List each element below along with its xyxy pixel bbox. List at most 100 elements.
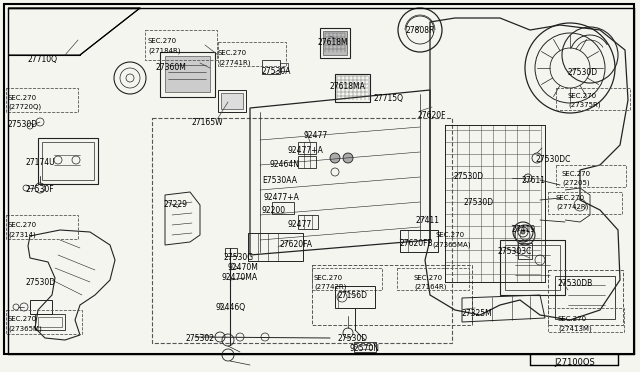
Text: 92470MA: 92470MA bbox=[222, 273, 258, 282]
Text: (27375R): (27375R) bbox=[568, 102, 600, 109]
Text: SEC.270: SEC.270 bbox=[558, 316, 587, 322]
Text: 92477+A: 92477+A bbox=[288, 146, 324, 155]
Text: 27530Α: 27530Α bbox=[262, 67, 291, 76]
Bar bbox=[354, 342, 376, 352]
Bar bbox=[272, 202, 294, 214]
Text: 27530DB: 27530DB bbox=[558, 279, 593, 288]
Bar bbox=[38, 138, 98, 184]
Text: 27530D: 27530D bbox=[453, 172, 483, 181]
Text: 27618M: 27618M bbox=[318, 38, 349, 47]
Text: 27710Q: 27710Q bbox=[28, 55, 58, 64]
Bar bbox=[38, 317, 62, 327]
Text: (27720Q): (27720Q) bbox=[8, 104, 41, 110]
Text: 27620FB: 27620FB bbox=[400, 239, 434, 248]
Text: SEC.270: SEC.270 bbox=[8, 95, 37, 101]
Circle shape bbox=[330, 153, 340, 163]
Text: (27413M): (27413M) bbox=[558, 325, 592, 331]
Bar bbox=[518, 243, 532, 259]
Bar bbox=[548, 270, 623, 325]
Text: 92446Q: 92446Q bbox=[215, 303, 245, 312]
Bar bbox=[335, 286, 375, 308]
Text: 27411: 27411 bbox=[416, 216, 440, 225]
Bar bbox=[298, 156, 316, 168]
Bar bbox=[400, 230, 438, 252]
Bar bbox=[555, 276, 615, 319]
Bar bbox=[548, 192, 622, 214]
Bar bbox=[312, 265, 472, 325]
Text: 27611: 27611 bbox=[522, 176, 546, 185]
Text: 27174U: 27174U bbox=[25, 158, 54, 167]
Text: 27156D: 27156D bbox=[338, 291, 368, 300]
Text: 27530D: 27530D bbox=[568, 68, 598, 77]
Text: 92470M: 92470M bbox=[227, 263, 258, 272]
Bar bbox=[335, 74, 370, 102]
Text: 27808R: 27808R bbox=[405, 26, 435, 35]
Text: (27742R): (27742R) bbox=[314, 284, 346, 291]
Bar bbox=[6, 88, 78, 112]
Bar bbox=[248, 233, 303, 261]
Bar bbox=[358, 345, 372, 349]
Text: 27530DC: 27530DC bbox=[535, 155, 570, 164]
Bar bbox=[320, 28, 350, 58]
Bar bbox=[548, 308, 624, 332]
Text: J27100QS: J27100QS bbox=[554, 358, 595, 367]
Text: 92477+A: 92477+A bbox=[263, 193, 299, 202]
Bar bbox=[6, 310, 82, 334]
Text: SEC.270: SEC.270 bbox=[148, 38, 177, 44]
Text: 27530D: 27530D bbox=[25, 278, 55, 287]
Bar bbox=[298, 215, 318, 229]
Bar bbox=[145, 30, 217, 60]
Bar bbox=[280, 63, 288, 71]
Circle shape bbox=[521, 230, 525, 234]
Text: 92200: 92200 bbox=[262, 206, 286, 215]
Bar bbox=[6, 215, 78, 239]
Text: (27365MA): (27365MA) bbox=[432, 241, 470, 247]
Bar bbox=[30, 300, 52, 314]
Text: (27365M): (27365M) bbox=[8, 325, 42, 331]
Circle shape bbox=[343, 153, 353, 163]
Bar bbox=[225, 248, 237, 256]
Text: 275302: 275302 bbox=[185, 334, 214, 343]
Bar bbox=[221, 93, 243, 109]
Text: 27419: 27419 bbox=[511, 225, 535, 234]
Text: SEC.270: SEC.270 bbox=[414, 275, 443, 281]
Text: (27205): (27205) bbox=[562, 180, 589, 186]
Bar bbox=[556, 88, 630, 110]
Text: SEC.270: SEC.270 bbox=[218, 50, 247, 56]
Text: (27184R): (27184R) bbox=[148, 47, 180, 54]
Bar bbox=[298, 142, 316, 154]
Text: 27360M: 27360M bbox=[155, 63, 186, 72]
Text: 27229: 27229 bbox=[163, 200, 187, 209]
Text: 27620F: 27620F bbox=[418, 111, 447, 120]
Bar bbox=[35, 314, 65, 330]
Text: SEC.270: SEC.270 bbox=[8, 316, 37, 322]
Text: (27164R): (27164R) bbox=[414, 284, 447, 291]
Text: E7530AA: E7530AA bbox=[262, 176, 297, 185]
Text: 92570N: 92570N bbox=[350, 344, 380, 353]
Text: 92477: 92477 bbox=[288, 220, 312, 229]
Text: (27314): (27314) bbox=[8, 231, 36, 237]
Bar bbox=[262, 60, 280, 74]
Text: SEC.270: SEC.270 bbox=[568, 93, 597, 99]
Text: 27618MA: 27618MA bbox=[330, 82, 366, 91]
Text: (27741R): (27741R) bbox=[218, 59, 250, 65]
Bar bbox=[505, 245, 560, 290]
Text: 27530D: 27530D bbox=[338, 334, 368, 343]
Bar bbox=[218, 42, 286, 66]
Text: 27620FA: 27620FA bbox=[280, 240, 313, 249]
Text: 275303C: 275303C bbox=[498, 247, 532, 256]
Text: SEC.270: SEC.270 bbox=[8, 222, 37, 228]
Bar bbox=[556, 165, 626, 187]
Text: SEC.270: SEC.270 bbox=[314, 275, 343, 281]
Text: SEC.270: SEC.270 bbox=[562, 171, 591, 177]
Bar bbox=[323, 31, 347, 55]
Text: (27742R): (27742R) bbox=[556, 204, 588, 211]
Bar bbox=[500, 240, 565, 295]
Text: 27325M: 27325M bbox=[462, 309, 493, 318]
Text: 92477: 92477 bbox=[304, 131, 328, 140]
Bar bbox=[397, 268, 469, 290]
Text: 27165W: 27165W bbox=[192, 118, 223, 127]
Text: 27530G: 27530G bbox=[224, 253, 254, 262]
Bar bbox=[312, 268, 382, 290]
Bar bbox=[165, 56, 210, 92]
